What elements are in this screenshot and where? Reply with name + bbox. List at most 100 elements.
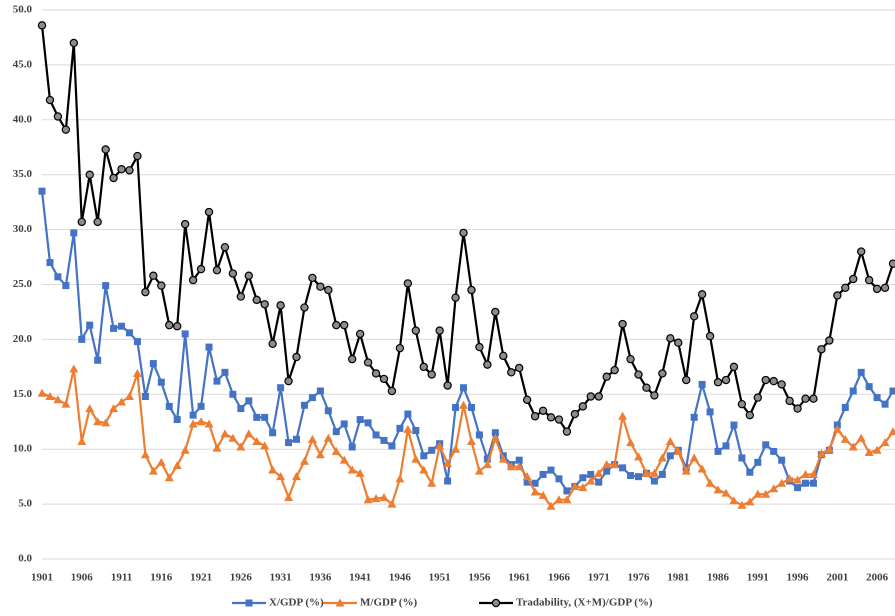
data-point — [737, 500, 747, 509]
data-point — [427, 478, 437, 487]
data-point — [77, 217, 86, 227]
data-point — [681, 466, 691, 475]
data-point — [347, 354, 357, 364]
data-point — [721, 375, 731, 385]
data-point — [355, 468, 365, 477]
data-point — [674, 338, 683, 347]
data-point — [77, 437, 87, 446]
data-point — [379, 374, 389, 384]
series-line — [41, 367, 894, 508]
data-point — [388, 442, 396, 450]
data-point — [586, 476, 596, 485]
data-point — [507, 368, 516, 377]
data-point — [619, 464, 627, 472]
data-point — [658, 369, 667, 378]
data-point — [802, 479, 810, 487]
data-point — [451, 293, 460, 302]
data-point — [483, 360, 492, 369]
data-point — [204, 419, 214, 428]
data-point — [627, 472, 635, 480]
data-point — [332, 320, 341, 330]
data-point — [808, 469, 818, 478]
data-point — [848, 442, 858, 451]
data-point — [490, 433, 500, 442]
legend-marker — [245, 599, 253, 607]
data-point — [737, 399, 747, 409]
data-point — [603, 467, 611, 475]
data-point — [61, 125, 71, 134]
y-tick-label: 30.0 — [13, 223, 33, 235]
data-point — [722, 442, 730, 450]
data-point — [220, 242, 230, 252]
legend-item: X/GDP (%) — [232, 597, 324, 609]
legend-label: X/GDP (%) — [269, 597, 324, 609]
data-point — [371, 494, 381, 503]
data-point — [706, 408, 714, 416]
data-point — [323, 433, 333, 442]
data-point — [459, 400, 469, 409]
data-point — [260, 441, 270, 450]
data-point — [785, 396, 794, 406]
data-point — [428, 446, 436, 454]
data-point — [316, 387, 324, 395]
data-point — [124, 391, 134, 400]
data-point — [546, 413, 556, 422]
data-point — [618, 319, 627, 329]
data-point — [523, 478, 531, 486]
data-point — [69, 364, 79, 373]
data-point — [156, 457, 166, 466]
data-point — [633, 452, 643, 461]
data-point — [252, 295, 261, 305]
x-tick-label: 1961 — [508, 572, 530, 584]
data-point — [277, 384, 285, 392]
data-point — [697, 464, 707, 473]
data-point — [491, 429, 499, 437]
data-point — [467, 403, 475, 411]
data-point — [705, 331, 715, 341]
y-tick-label: 45.0 — [13, 58, 33, 70]
data-point — [881, 400, 889, 408]
y-tick-label: 40.0 — [13, 113, 33, 125]
data-point — [149, 360, 157, 368]
data-point — [547, 466, 555, 474]
data-point — [594, 392, 603, 401]
data-point — [658, 470, 666, 478]
data-point — [412, 427, 420, 435]
y-tick-label: 5.0 — [18, 498, 32, 510]
data-point — [133, 338, 141, 346]
data-point — [204, 207, 214, 217]
data-point — [610, 365, 619, 375]
data-point — [778, 456, 786, 464]
data-point — [857, 368, 865, 376]
data-point — [196, 264, 206, 274]
data-point — [491, 307, 500, 317]
data-point — [610, 460, 620, 469]
data-point — [872, 284, 882, 294]
data-point — [682, 375, 691, 385]
data-point — [132, 368, 142, 377]
data-point — [244, 271, 253, 280]
y-tick-label: 0.0 — [18, 553, 32, 565]
data-point — [833, 291, 842, 300]
data-point — [109, 404, 119, 413]
data-point — [522, 472, 532, 481]
data-point — [809, 394, 818, 403]
data-point — [213, 377, 221, 385]
data-point — [395, 343, 405, 353]
data-point — [738, 454, 746, 462]
data-point — [356, 416, 364, 424]
data-point — [832, 424, 842, 433]
data-point — [300, 303, 309, 312]
data-point — [864, 447, 874, 456]
data-point — [188, 419, 198, 428]
data-point — [53, 112, 63, 121]
data-point — [284, 493, 294, 502]
data-point — [650, 391, 659, 400]
x-tick-label: 1976 — [627, 572, 650, 584]
data-point — [641, 468, 651, 477]
x-tick-label: 1941 — [349, 572, 371, 584]
x-tick-label: 1991 — [747, 572, 769, 584]
data-point — [180, 219, 190, 229]
data-point — [180, 445, 190, 454]
data-point — [220, 429, 230, 438]
